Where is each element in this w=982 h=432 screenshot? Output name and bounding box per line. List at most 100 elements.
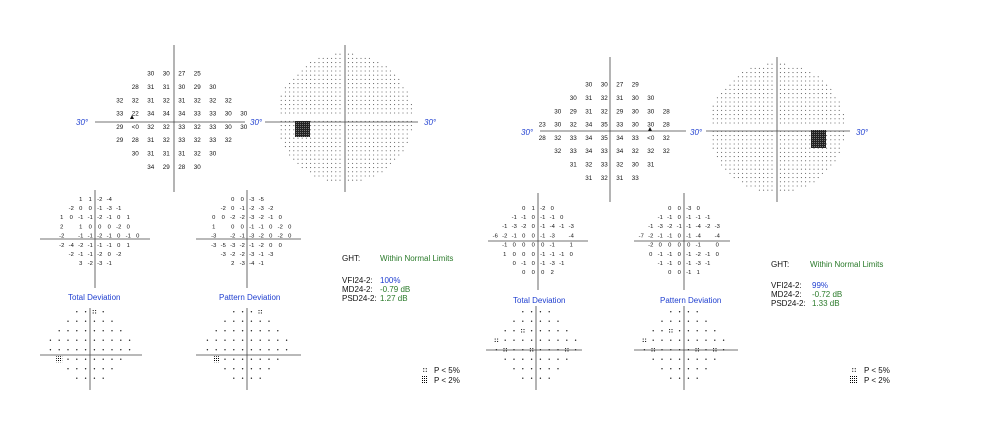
right-pd-value: -2 — [667, 224, 672, 230]
left-threshold-value: <0 — [132, 124, 140, 131]
left-field-grey-dot — [360, 78, 362, 80]
right-field-grey-dot — [758, 80, 760, 82]
left-field-grey-dot — [394, 120, 396, 122]
right-field-grey-dot — [779, 151, 781, 153]
left-td-value: 0 — [117, 234, 120, 240]
left-field-grey-dot — [406, 95, 408, 97]
right-threshold-value: <0 — [647, 135, 655, 142]
right-field-grey-dot — [809, 151, 811, 153]
left-field-grey-dot — [356, 146, 358, 148]
left-threshold-value: 30 — [209, 150, 217, 157]
right-td-prob-p5-mark — [565, 350, 567, 352]
left-field-grey-dot — [368, 154, 370, 156]
left-field-grey-dot — [364, 171, 366, 173]
left-field-grey-dot — [289, 83, 291, 85]
left-pd-value: 0 — [288, 224, 291, 230]
right-field-grey-dot — [813, 156, 815, 158]
left-field-grey-dot — [289, 137, 291, 139]
left-field-grey-dot — [335, 179, 337, 181]
right-field-grey-dot — [800, 156, 802, 158]
left-md-label: MD24-2: — [342, 285, 373, 294]
right-field-grey-dot — [767, 168, 769, 170]
right-field-grey-dot — [771, 147, 773, 149]
left-field-grey-dot — [297, 154, 299, 156]
right-field-grey-dot — [758, 88, 760, 90]
right-field-grey-dot — [826, 143, 828, 145]
left-td-prob-dot — [128, 349, 131, 351]
right-pd-prob-dot — [678, 330, 681, 332]
left-field-grey-dot — [352, 137, 354, 139]
left-td-prob-dot — [120, 330, 122, 332]
right-field-grey-dot — [771, 177, 773, 179]
right-td-title: Total Deviation — [513, 296, 566, 305]
left-field-grey-dot — [385, 78, 387, 80]
left-field-grey-dot — [356, 141, 358, 143]
left-field-grey-dot — [301, 74, 303, 76]
right-field-grey-dot — [805, 151, 807, 153]
left-field-grey-dot — [389, 108, 391, 110]
left-field-grey-dot — [322, 141, 324, 143]
left-field-grey-dot — [352, 171, 354, 173]
right-pd-prob-dot — [714, 339, 716, 341]
right-td-value: 0 — [541, 270, 544, 276]
left-field-grey-dot — [301, 158, 303, 160]
right-field-grey-dot — [800, 181, 802, 183]
left-field-grey-dot — [318, 57, 320, 59]
right-field-grey-dot — [737, 147, 739, 149]
left-field-grey-dot — [356, 87, 358, 89]
right-field-grey-dot — [838, 105, 840, 107]
right-field-grey-dot — [826, 93, 828, 95]
left-field-grey-dot — [310, 62, 312, 64]
left-field-grey-dot — [347, 74, 349, 76]
right-field-grey-dot — [771, 80, 773, 82]
left-field-grey-dot — [289, 129, 291, 131]
right-field-grey-dot — [725, 168, 727, 170]
right-field-grey-dot — [733, 139, 735, 141]
right-field-grey-dot — [826, 101, 828, 103]
left-field-grey-dot — [305, 99, 307, 101]
left-field-grey-dot — [389, 146, 391, 148]
left-threshold-value: 33 — [209, 137, 217, 144]
right-td-value: 0 — [532, 215, 535, 221]
right-field-grey-dot — [767, 67, 769, 69]
right-field-grey-dot — [729, 168, 731, 170]
right-pd-value: -7 — [639, 233, 644, 239]
left-td-prob-p2-mark — [56, 356, 63, 363]
right-field-grey-dot — [805, 105, 807, 107]
right-field-grey-dot — [792, 164, 794, 166]
left-pd-prob-p5-mark — [260, 309, 262, 312]
left-td-value: -1 — [116, 206, 121, 212]
left-field-grey-dot — [368, 158, 370, 160]
left-field-grey-dot — [360, 57, 362, 59]
left-field-grey-dot — [322, 108, 324, 110]
left-field-grey-dot — [398, 154, 400, 156]
right-field-grey-dot — [742, 72, 744, 74]
right-field-grey-dot — [733, 88, 735, 90]
left-field-grey-dot — [368, 141, 370, 143]
left-field-grey-dot — [377, 78, 379, 80]
right-field-grey-dot — [830, 114, 832, 116]
right-field-grey-dot — [733, 168, 735, 170]
left-field-grey-dot — [356, 57, 358, 59]
left-pd-value: -3 — [230, 243, 235, 249]
right-pd-prob-p5-mark — [697, 350, 700, 352]
left-field-grey-dot — [284, 125, 286, 127]
right-pd-prob-dot — [670, 320, 672, 322]
right-field-grey-dot — [729, 93, 731, 95]
left-pd-value: -1 — [259, 224, 264, 230]
left-pd-prob-dot — [224, 320, 226, 322]
right-field-grey-dot — [800, 122, 802, 124]
left-field-grey-dot — [335, 154, 337, 156]
right-field-grey-dot — [746, 164, 748, 166]
right-field-grey-dot — [746, 105, 748, 107]
left-field-grey-dot — [398, 83, 400, 85]
right-field-grey-dot — [788, 109, 790, 111]
right-field-grey-dot — [792, 151, 794, 153]
left-td-prob-dot — [93, 320, 96, 322]
right-field-grey-dot — [721, 135, 723, 137]
right-field-grey-dot — [754, 147, 756, 149]
right-field-grey-dot — [809, 160, 811, 162]
right-field-grey-dot — [737, 135, 739, 137]
right-field-grey-dot — [779, 72, 781, 74]
right-field-grey-dot — [817, 88, 819, 90]
